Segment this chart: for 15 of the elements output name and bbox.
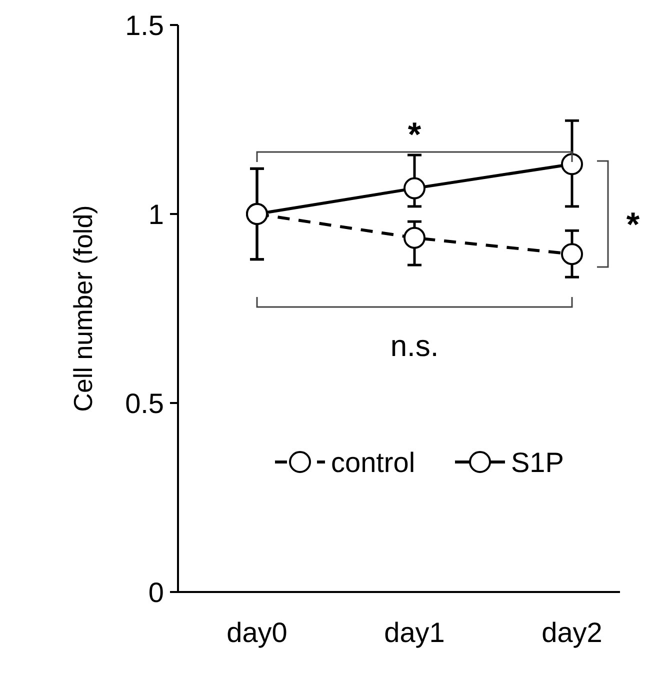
- y-tick-label: 0: [148, 576, 164, 608]
- y-tick-label: 1.5: [125, 10, 164, 41]
- y-tick-label: 1: [148, 198, 164, 230]
- top-bracket: *: [256, 116, 573, 162]
- annotation: *: [408, 116, 422, 154]
- side-bracket: *: [597, 160, 640, 268]
- x-tick-label: day1: [384, 617, 445, 648]
- x-tick-label: day2: [542, 617, 602, 648]
- y-tick-label: 0.5: [125, 388, 164, 419]
- y-axis-title: Cell number (fold): [68, 205, 98, 412]
- bottom-bracket: n.s.: [256, 297, 573, 363]
- annotation: n.s.: [390, 330, 439, 363]
- legend-label: S1P: [511, 446, 564, 478]
- x-tick-label: day0: [226, 617, 288, 648]
- legend-label: control: [331, 446, 416, 478]
